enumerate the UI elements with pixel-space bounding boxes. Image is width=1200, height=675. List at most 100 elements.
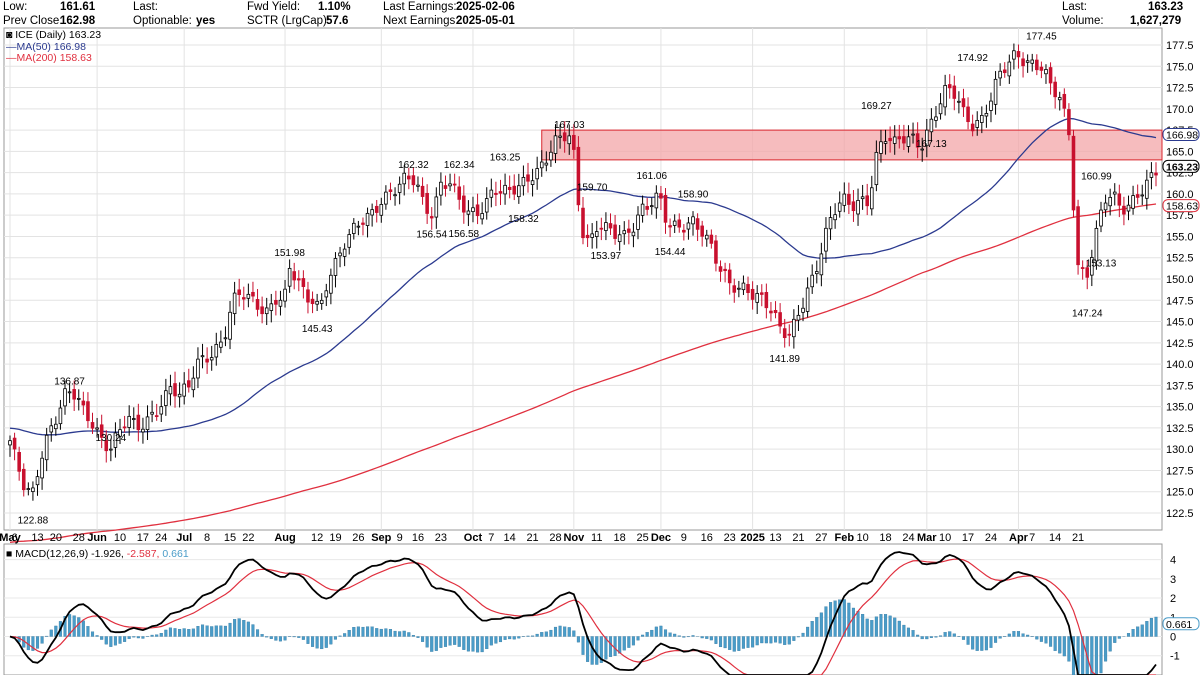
x-tick-label: Sep — [371, 532, 391, 544]
candle-body — [1103, 202, 1108, 211]
candle-body — [833, 214, 837, 221]
macd-hist-bar — [700, 636, 704, 639]
candle-body — [434, 196, 439, 218]
macd-hist-bar — [563, 626, 567, 637]
macd-hist-bar — [1099, 636, 1103, 674]
macd-hist-bar — [159, 632, 163, 637]
macd-hist-bar — [398, 631, 402, 637]
candle-body — [480, 213, 484, 220]
macd-hist-bar — [874, 616, 878, 637]
macd-hist-bar — [210, 626, 214, 637]
candle-body — [416, 184, 420, 187]
candle-body — [1030, 59, 1035, 64]
candle-body — [384, 191, 388, 205]
macd-hist-bar — [870, 620, 874, 637]
macd-hist-bar — [274, 636, 278, 641]
macd-hist-bar — [178, 628, 182, 637]
candle-body — [654, 192, 659, 209]
candle-body — [342, 248, 347, 257]
x-tick-label: 16 — [701, 532, 713, 544]
macd-hist-bar — [723, 636, 727, 649]
candle-body — [17, 451, 21, 472]
candle-body — [824, 227, 828, 252]
macd-hist-bar — [911, 630, 915, 637]
y-tick-label: 157.5 — [1166, 210, 1194, 222]
candle-body — [1090, 257, 1094, 276]
swing-label: 136.87 — [54, 377, 85, 388]
macd-hist-bar — [888, 615, 892, 637]
swing-label: 141.89 — [769, 354, 800, 365]
swing-label: 130.24 — [96, 433, 127, 444]
candle-body — [1076, 206, 1080, 266]
candle-body — [232, 292, 237, 315]
candle-body — [301, 278, 306, 287]
macd-hist-bar — [783, 636, 787, 645]
candle-body — [425, 192, 429, 214]
macd-hist-bar — [829, 602, 833, 637]
candle-body — [627, 228, 631, 233]
candle-body — [521, 176, 526, 187]
macd-hist-bar — [370, 626, 374, 637]
resistance-zone — [541, 129, 1163, 161]
candle-body — [205, 358, 209, 363]
macd-hist-bar — [971, 636, 975, 650]
candle-body — [439, 181, 443, 196]
candle-body — [1057, 97, 1062, 101]
swing-label: 122.88 — [18, 516, 49, 527]
swing-label: 167.03 — [554, 120, 585, 131]
macd-hist-bar — [384, 628, 388, 637]
macd-hist-bar — [200, 624, 205, 637]
candle-body — [700, 225, 704, 237]
candle-body — [562, 132, 567, 142]
macd-hist-bar — [283, 636, 287, 641]
macd-hist-bar — [728, 636, 732, 650]
candle-body — [640, 203, 645, 216]
candle-body — [1094, 227, 1099, 262]
candle-body — [663, 194, 668, 223]
candle-body — [773, 310, 778, 314]
ma50-line — [9, 117, 1157, 436]
candle-body — [1140, 194, 1145, 197]
candle-body — [691, 216, 695, 225]
candle-body — [388, 189, 393, 193]
candle-body — [1021, 58, 1025, 67]
candle-body — [539, 161, 544, 169]
macd-line — [9, 551, 1157, 675]
macd-hist-bar — [260, 634, 264, 637]
candle-body — [947, 84, 952, 89]
candle-body — [704, 234, 709, 240]
candle-body — [219, 341, 223, 348]
prev-close-value: 162.98 — [60, 15, 96, 27]
candle-body — [352, 222, 356, 234]
optionable-value: yes — [196, 15, 216, 27]
macd-hist-bar — [462, 636, 466, 650]
macd-hist-bar — [425, 636, 429, 648]
x-tick-label: 13 — [769, 532, 781, 544]
candle-body — [1080, 267, 1085, 269]
macd-hist-bar — [109, 636, 113, 647]
candle-body — [109, 448, 113, 451]
x-tick-label: 20 — [50, 532, 62, 544]
candle-body — [182, 383, 186, 397]
candle-body — [934, 116, 938, 121]
candle-body — [723, 268, 727, 272]
candle-body — [530, 180, 535, 185]
macd-hist-bar — [223, 625, 227, 637]
macd-hist-bar — [35, 636, 40, 649]
candle-body — [274, 300, 278, 305]
candle-body — [228, 311, 232, 340]
macd-hist-bar — [984, 636, 988, 651]
candle-body — [370, 209, 374, 216]
macd-hist-bar — [581, 636, 585, 655]
candle-body — [732, 285, 737, 293]
candle-body — [1012, 50, 1016, 60]
y-tick-label: 155.0 — [1166, 231, 1194, 243]
candle-body — [796, 314, 801, 321]
candle-body — [145, 416, 150, 431]
candle-body — [191, 377, 196, 391]
candle-body — [177, 393, 182, 398]
macd-hist-bar — [1094, 636, 1098, 675]
candle-body — [361, 222, 365, 225]
candle-body — [86, 401, 90, 422]
macd-hist-bar — [792, 636, 796, 641]
